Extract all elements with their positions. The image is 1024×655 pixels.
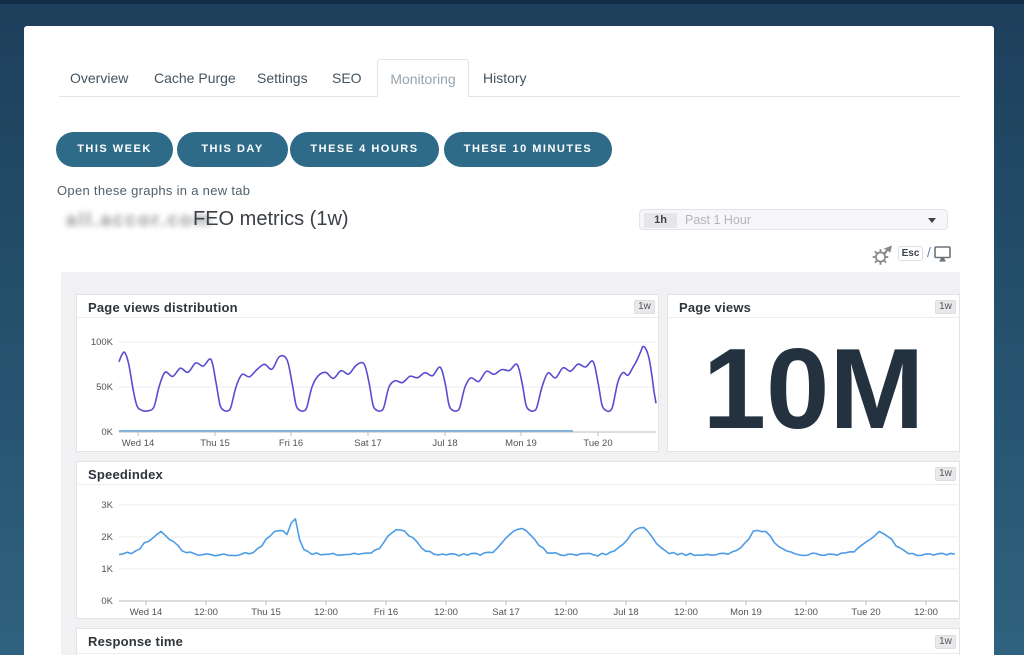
svg-text:1K: 1K <box>101 564 113 575</box>
svg-text:2K: 2K <box>101 532 113 543</box>
svg-text:Mon 19: Mon 19 <box>505 438 537 449</box>
svg-text:Tue 20: Tue 20 <box>851 607 880 618</box>
svg-text:Jul 18: Jul 18 <box>613 607 638 618</box>
svg-text:12:00: 12:00 <box>554 607 578 618</box>
svg-text:12:00: 12:00 <box>314 607 338 618</box>
svg-text:Fri 16: Fri 16 <box>279 438 303 449</box>
svg-text:50K: 50K <box>96 382 114 393</box>
svg-text:Thu 15: Thu 15 <box>251 607 281 618</box>
svg-text:Fri 16: Fri 16 <box>374 607 398 618</box>
svg-text:0K: 0K <box>101 427 113 438</box>
svg-text:Wed 14: Wed 14 <box>122 438 155 449</box>
svg-text:3K: 3K <box>101 500 113 511</box>
svg-text:12:00: 12:00 <box>194 607 218 618</box>
svg-text:12:00: 12:00 <box>674 607 698 618</box>
svg-text:12:00: 12:00 <box>434 607 458 618</box>
svg-text:Jul 18: Jul 18 <box>432 438 457 449</box>
svg-text:Sat 17: Sat 17 <box>492 607 519 618</box>
svg-text:0K: 0K <box>101 596 113 607</box>
svg-text:12:00: 12:00 <box>914 607 938 618</box>
svg-text:Thu 15: Thu 15 <box>200 438 230 449</box>
svg-text:Tue 20: Tue 20 <box>583 438 612 449</box>
svg-text:100K: 100K <box>91 337 114 348</box>
svg-text:Wed 14: Wed 14 <box>130 607 163 618</box>
svg-text:Mon 19: Mon 19 <box>730 607 762 618</box>
svg-text:12:00: 12:00 <box>794 607 818 618</box>
svg-text:Sat 17: Sat 17 <box>354 438 381 449</box>
